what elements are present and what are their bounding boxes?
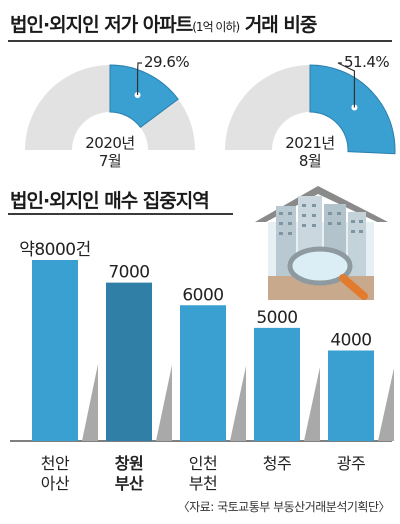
bar-shadow [300, 367, 320, 441]
bar [328, 350, 374, 441]
bar-category-label: 천안 [41, 454, 70, 473]
source-note: 〈자료: 국토교통부 부동산거래분석기획단〉 [177, 500, 391, 514]
bar-value-label: 약8000건 [19, 240, 91, 260]
gauge-period-label: 7월 [99, 152, 121, 170]
bar [254, 327, 300, 441]
bar-shadow [226, 366, 246, 441]
gauge-period-label: 2020년 [85, 134, 134, 152]
gauge-section-title: 법인·외지인 저가 아파트(1억 이하) 거래 비중 [10, 14, 317, 36]
gauge-leader-line [337, 62, 356, 108]
bar [32, 260, 78, 441]
gauge-slice [109, 64, 179, 128]
bar-category-label: 창원 [115, 454, 143, 473]
gauge-value-label: 51.4% [344, 53, 389, 71]
gauge-period-label: 2021년 [285, 134, 334, 152]
bar-section-title: 법인·외지인 매수 집중지역 [10, 190, 210, 212]
title-underline [8, 213, 233, 215]
bar [180, 305, 226, 441]
bar-category-label: 인천 [189, 454, 217, 473]
bar-value-label: 7000 [108, 263, 149, 283]
bar-shadow [374, 368, 394, 441]
bar-category-label: 아산 [41, 474, 70, 493]
bar-category-label: 부천 [189, 474, 217, 493]
gauge-period-label: 8월 [299, 152, 321, 170]
bar-shadow [78, 364, 98, 441]
bar-shadow [152, 365, 172, 441]
bar-category-label: 광주 [337, 454, 365, 473]
title-underline [8, 40, 392, 42]
bar [106, 282, 152, 441]
apartment-illustration [255, 186, 388, 300]
bar-category-label: 부산 [115, 474, 144, 493]
bar-value-label: 6000 [182, 285, 223, 305]
bar-value-label: 4000 [330, 331, 371, 351]
gauge-leader-line [136, 62, 142, 96]
gauge-value-label: 29.6% [144, 53, 189, 71]
bar-category-label: 청주 [263, 454, 291, 473]
bar-value-label: 5000 [256, 308, 297, 328]
